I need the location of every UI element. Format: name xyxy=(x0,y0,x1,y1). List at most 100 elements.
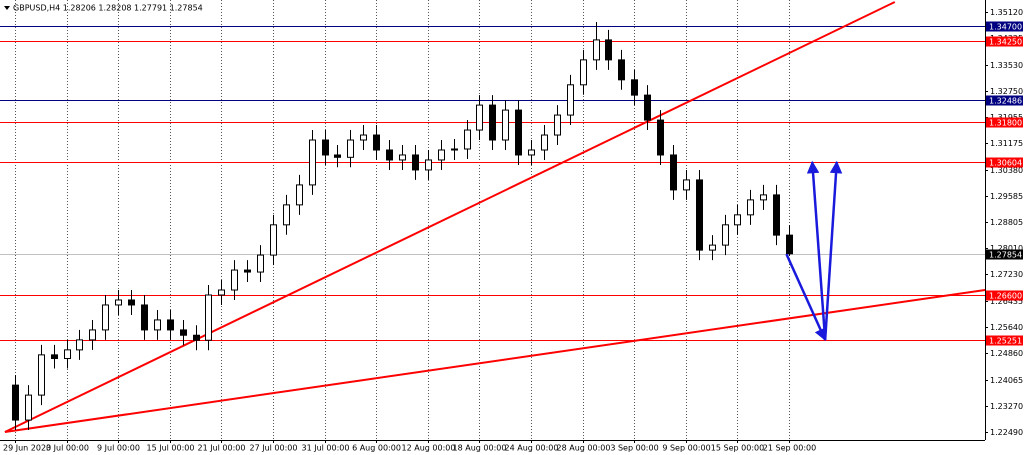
candle-body xyxy=(360,134,367,141)
candle-body xyxy=(154,319,161,331)
level-tag xyxy=(986,95,1023,106)
arrow xyxy=(785,253,827,342)
x-tick-label: 29 Jun 2020 xyxy=(3,444,51,453)
candle-body xyxy=(102,304,109,331)
y-tick-label: 1.30380 xyxy=(990,166,1023,175)
candle-body xyxy=(373,134,380,151)
candle-body xyxy=(231,269,238,291)
candle-body xyxy=(115,299,122,306)
level-label: 1.32486 xyxy=(989,97,1022,106)
y-tick-label: 1.32750 xyxy=(990,87,1023,96)
candle-body xyxy=(683,179,690,191)
y-tick-label: 1.27230 xyxy=(990,270,1023,279)
candle-body xyxy=(709,244,716,251)
arrow xyxy=(806,160,827,340)
level-label: 1.34700 xyxy=(989,23,1022,32)
candle-body xyxy=(218,289,225,296)
candle-body xyxy=(618,59,625,81)
level-label: 1.34250 xyxy=(989,38,1022,47)
candle-body xyxy=(760,194,767,201)
candle-body xyxy=(476,104,483,131)
candle-body xyxy=(51,354,58,360)
candle-body xyxy=(38,354,45,396)
candle-body xyxy=(334,154,341,158)
candle-body xyxy=(489,104,496,141)
candle-body xyxy=(25,394,32,421)
candle-body xyxy=(322,139,329,156)
candle-body xyxy=(64,349,71,360)
candle-body xyxy=(12,384,19,421)
candle-body xyxy=(696,179,703,251)
x-tick-label: 28 Aug 00:00 xyxy=(557,444,611,453)
y-tick-label: 1.28010 xyxy=(990,244,1023,253)
x-tick-label: 21 Jul 00:00 xyxy=(198,444,246,453)
x-tick-label: 3 Sep 00:00 xyxy=(610,444,658,453)
candle-body xyxy=(270,224,277,256)
level-tag xyxy=(986,157,1023,168)
x-tick-label: 9 Jul 00:00 xyxy=(97,444,140,453)
level-label: 1.26600 xyxy=(989,292,1022,301)
candle-body xyxy=(631,79,638,96)
candle-body xyxy=(580,59,587,86)
candle-body xyxy=(128,299,135,306)
candle-body xyxy=(399,154,406,161)
menu-triangle[interactable] xyxy=(4,6,10,10)
candle-body xyxy=(451,148,458,151)
candle-body xyxy=(567,84,574,116)
y-tick-label: 1.24065 xyxy=(990,376,1023,385)
x-tick-label: 24 Aug 00:00 xyxy=(505,444,559,453)
x-tick-label: 18 Aug 00:00 xyxy=(453,444,507,453)
candle-body xyxy=(167,319,174,331)
candle-body xyxy=(257,254,264,273)
candle-body xyxy=(76,339,83,351)
candle-body xyxy=(425,159,432,171)
x-tick-label: 21 Sep 00:00 xyxy=(763,444,816,453)
x-tick-label: 12 Aug 00:00 xyxy=(402,444,456,453)
candle-body xyxy=(296,184,303,206)
y-tick-label: 1.23270 xyxy=(990,402,1023,411)
candle-body xyxy=(386,149,393,161)
y-tick-label: 1.25640 xyxy=(990,323,1023,332)
x-tick-label: 31 Jul 00:00 xyxy=(302,444,350,453)
candle-body xyxy=(438,149,445,161)
arrow xyxy=(823,160,843,340)
candle-body xyxy=(541,134,548,151)
x-tick-label: 15 Sep 00:00 xyxy=(711,444,764,453)
candle-body xyxy=(141,304,148,331)
candle-body xyxy=(309,139,316,186)
chart-title: GBPUSD,H4 1.28206 1.28208 1.27791 1.2785… xyxy=(13,4,203,13)
x-tick-label: 27 Jul 00:00 xyxy=(250,444,298,453)
candle-body xyxy=(734,214,741,226)
trendline xyxy=(4,289,986,434)
y-tick-label: 1.28805 xyxy=(990,218,1023,227)
candle-body xyxy=(644,94,651,121)
candle-body xyxy=(670,154,677,191)
candle-body xyxy=(205,294,212,341)
level-label: 1.30604 xyxy=(989,159,1022,168)
candle-body xyxy=(193,334,200,341)
candle-body xyxy=(605,39,612,61)
level-tag xyxy=(986,36,1023,47)
y-tick-label: 1.24860 xyxy=(990,349,1023,358)
candle-body xyxy=(773,194,780,236)
candle-body xyxy=(347,139,354,158)
level-label: 1.25251 xyxy=(989,337,1022,346)
candle-body xyxy=(747,199,754,216)
x-tick-label: 9 Sep 00:00 xyxy=(662,444,710,453)
candle-body xyxy=(502,109,509,141)
candle-body xyxy=(722,224,729,246)
candle-body xyxy=(89,329,96,341)
candle-body xyxy=(412,154,419,171)
candle-body xyxy=(554,114,561,136)
x-tick-label: 15 Jul 00:00 xyxy=(147,444,195,453)
level-label: 1.27854 xyxy=(989,251,1022,260)
candle-body xyxy=(283,204,290,226)
y-tick-label: 1.35120 xyxy=(990,8,1023,17)
level-tag xyxy=(986,335,1023,346)
y-tick-label: 1.29585 xyxy=(990,192,1023,201)
candle-body xyxy=(244,269,251,273)
y-tick-label: 1.33530 xyxy=(990,61,1023,70)
trendline xyxy=(4,1,896,433)
